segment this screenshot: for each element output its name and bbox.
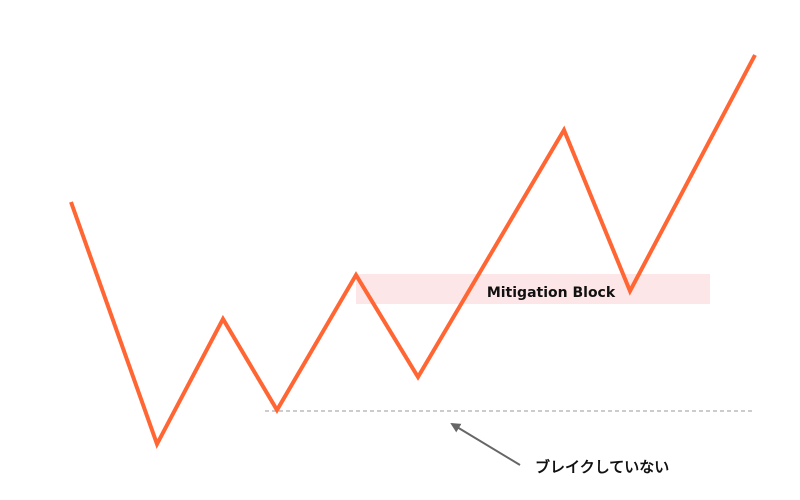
mitigation-block-zone xyxy=(356,274,710,304)
annotation-text: ブレイクしていない xyxy=(535,458,669,476)
annotation-arrow xyxy=(450,422,521,466)
mitigation-block-label: Mitigation Block xyxy=(487,285,616,301)
price-line xyxy=(69,54,757,449)
